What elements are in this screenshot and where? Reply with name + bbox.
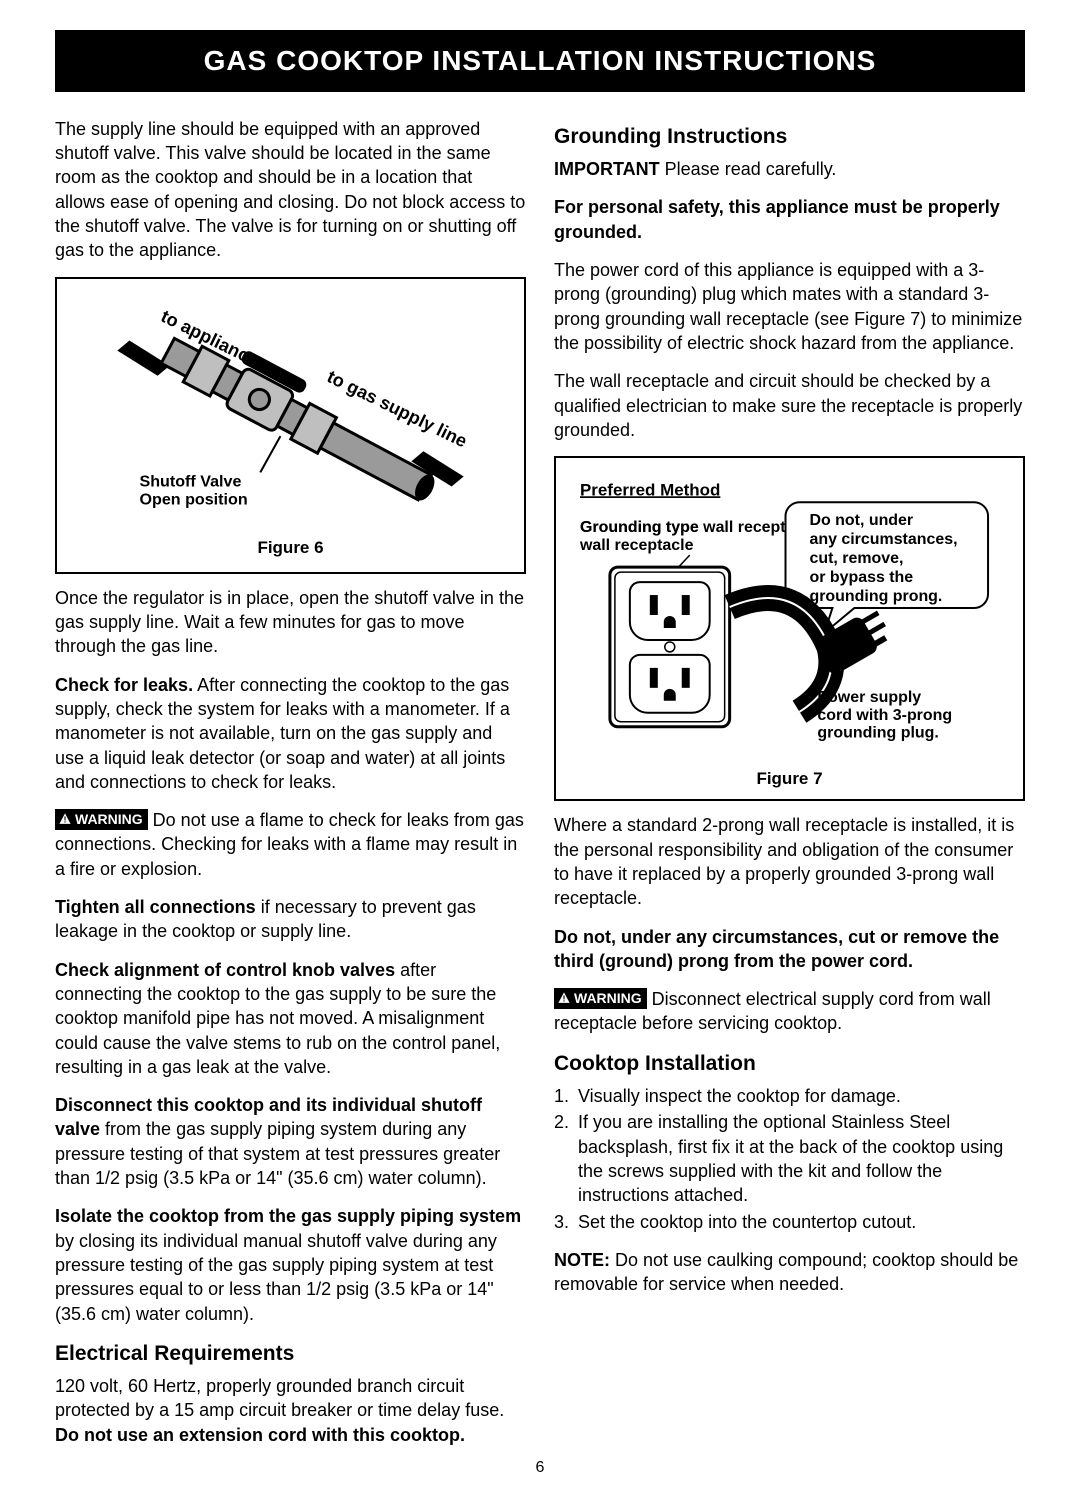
check-leaks-paragraph: Check for leaks. After connecting the co…	[55, 673, 526, 794]
two-column-layout: The supply line should be equipped with …	[55, 117, 1025, 1449]
power-cord-paragraph: The power cord of this appliance is equi…	[554, 258, 1025, 355]
svg-text:!: !	[563, 994, 566, 1004]
page-title-bar: GAS COOKTOP INSTALLATION INSTRUCTIONS	[55, 30, 1025, 92]
installation-steps-list: Visually inspect the cooktop for damage.…	[554, 1084, 1025, 1234]
electrical-requirements-heading: Electrical Requirements	[55, 1340, 526, 1368]
figure-6-diagram: to appliance to gas supply line Shutoff …	[69, 291, 512, 531]
list-item: Visually inspect the cooktop for damage.	[574, 1084, 1025, 1108]
list-item: Set the cooktop into the countertop cuto…	[574, 1210, 1025, 1234]
svg-text:Open position: Open position	[139, 490, 247, 508]
do-not-cut-paragraph: Do not, under any circumstances, cut or …	[554, 925, 1025, 974]
tighten-paragraph: Tighten all connections if necessary to …	[55, 895, 526, 944]
disconnect-paragraph: Disconnect this cooktop and its individu…	[55, 1093, 526, 1190]
isolate-paragraph: Isolate the cooktop from the gas supply …	[55, 1204, 526, 1325]
warning-flame-paragraph: ! WARNING Do not use a flame to check fo…	[55, 808, 526, 881]
svg-text:Shutoff Valve: Shutoff Valve	[139, 472, 241, 490]
figure-6-caption: Figure 6	[69, 537, 512, 560]
svg-text:wall receptacle: wall receptacle	[579, 537, 694, 554]
left-column: The supply line should be equipped with …	[55, 117, 526, 1449]
warning-disconnect-paragraph: ! WARNING Disconnect electrical supply c…	[554, 987, 1025, 1036]
page-number: 6	[55, 1457, 1025, 1479]
cooktop-installation-heading: Cooktop Installation	[554, 1050, 1025, 1078]
regulator-paragraph: Once the regulator is in place, open the…	[55, 586, 526, 659]
note-paragraph: NOTE: Do not use caulking compound; cook…	[554, 1248, 1025, 1297]
safety-bold-paragraph: For personal safety, this appliance must…	[554, 195, 1025, 244]
alignment-paragraph: Check alignment of control knob valves a…	[55, 958, 526, 1079]
svg-text:grounding prong.: grounding prong.	[809, 588, 942, 605]
warning-badge: ! WARNING	[55, 809, 148, 830]
figure-7-caption: Figure 7	[570, 768, 1009, 791]
figure-7-diagram: Preferred Method Grounding type wall rec…	[570, 472, 1009, 762]
supply-line-paragraph: The supply line should be equipped with …	[55, 117, 526, 263]
two-prong-paragraph: Where a standard 2-prong wall receptacle…	[554, 813, 1025, 910]
svg-text:Preferred Method: Preferred Method	[580, 480, 720, 499]
right-column: Grounding Instructions IMPORTANT Please …	[554, 117, 1025, 1449]
receptacle-check-paragraph: The wall receptacle and circuit should b…	[554, 369, 1025, 442]
svg-text:cord with 3-prong: cord with 3-prong	[817, 707, 952, 724]
electrical-paragraph: 120 volt, 60 Hertz, properly grounded br…	[55, 1374, 526, 1447]
svg-text:Grounding type: Grounding type	[580, 519, 699, 536]
svg-text:cut, remove,: cut, remove,	[809, 550, 903, 567]
warning-badge: ! WARNING	[554, 988, 647, 1009]
important-paragraph: IMPORTANT Please read carefully.	[554, 157, 1025, 181]
figure-7-box: Preferred Method Grounding type wall rec…	[554, 456, 1025, 801]
svg-text:any circumstances,: any circumstances,	[809, 531, 957, 548]
svg-text:grounding plug.: grounding plug.	[817, 725, 938, 742]
grounding-heading: Grounding Instructions	[554, 123, 1025, 151]
svg-text:Do not, under: Do not, under	[809, 512, 913, 529]
svg-text:or bypass the: or bypass the	[809, 569, 913, 586]
list-item: If you are installing the optional Stain…	[574, 1110, 1025, 1207]
svg-text:!: !	[64, 815, 67, 825]
figure-6-box: to appliance to gas supply line Shutoff …	[55, 277, 526, 574]
svg-text:Power supply: Power supply	[817, 689, 921, 706]
